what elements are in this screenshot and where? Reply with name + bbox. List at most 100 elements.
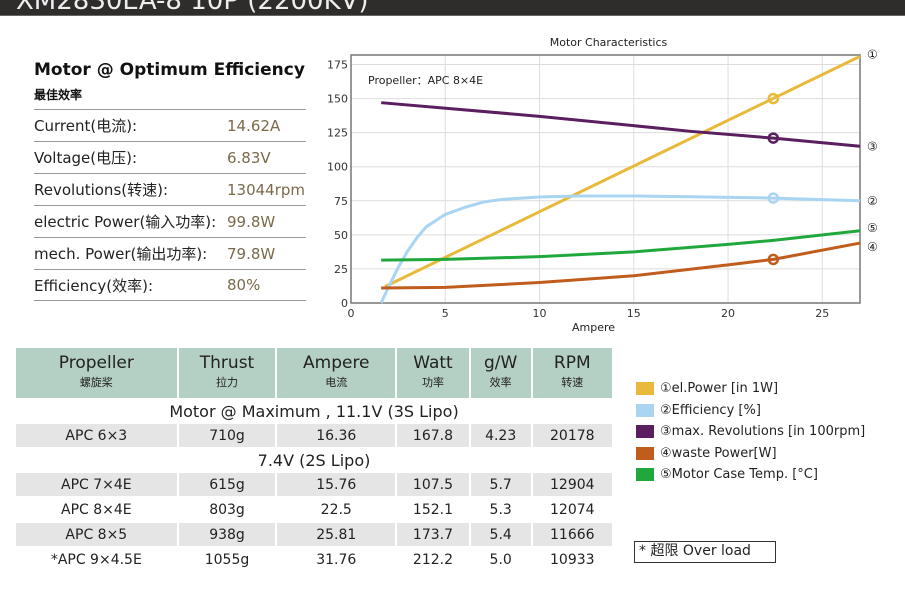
table-cell: 22.5 (275, 496, 398, 523)
chart-title: Motor Characteristics (550, 36, 668, 49)
legend-swatch (636, 382, 654, 396)
legend-item: ② Efficiency [%] (636, 400, 865, 422)
table-cell: 5.7 (468, 471, 533, 498)
optimum-value: 80% (227, 276, 261, 294)
table-cell: 615g (176, 471, 278, 498)
series-end-label: ④ (867, 240, 878, 254)
table-cell: 212.2 (395, 546, 471, 573)
chart-legend: ① el.Power [in 1W] ② Efficiency [%] ③ max. Re… (636, 378, 865, 486)
table-row: APC 7×4E 615g 15.76 107.5 5.7 12904 (14, 471, 615, 498)
column-header-cn: 转速 (561, 376, 584, 389)
column-header-cn: 功率 (421, 376, 444, 389)
y-tick-label: 150 (327, 93, 348, 106)
title-bar: XM2830EA-8 10P (2200KV) (0, 0, 905, 16)
legend-item: ③ max. Revolutions [in 100rpm] (636, 421, 865, 443)
table-row: APC 8×4E 803g 22.5 152.1 5.3 12074 (14, 496, 615, 523)
motor-title: XM2830EA-8 10P (2200KV) (16, 0, 369, 16)
plot-border (350, 54, 861, 304)
table-cell: 11666 (530, 521, 615, 548)
series-marker (767, 92, 780, 105)
legend-num: ③ (660, 424, 672, 440)
overload-note: * 超限 Over load (634, 541, 776, 563)
optimum-value: 99.8W (227, 212, 276, 231)
section-label: 7.4V (2S Lipo) (14, 447, 614, 473)
series-marker (767, 192, 780, 204)
legend-num: ④ (660, 445, 672, 461)
optimum-label: Current(电流): (34, 117, 138, 135)
series-marker (767, 253, 780, 266)
table-cell: 12074 (530, 496, 615, 523)
table-cell: 4.23 (468, 422, 533, 449)
x-tick-label: 5 (442, 307, 449, 320)
optimum-value: 14.62A (227, 116, 281, 135)
column-header: Ampere 电流 (275, 346, 398, 400)
legend-item: ⑤ Motor Case Temp. [°C] (636, 464, 865, 486)
column-header-en: Propeller (58, 353, 134, 373)
table-cell: 15.76 (275, 471, 398, 498)
x-tick-label: 0 (348, 307, 355, 320)
legend-swatch (636, 403, 654, 417)
x-tick-label: 15 (627, 307, 641, 320)
table-cell: 803g (176, 496, 278, 523)
table-cell: 5.4 (468, 521, 533, 548)
propeller-annotation: Propeller：APC 8×4E (368, 74, 483, 87)
table-cell: 10933 (530, 546, 615, 573)
legend-label: max. Revolutions [in 100rpm] (671, 424, 866, 440)
legend-num: ⑤ (660, 467, 672, 483)
optimum-label: Efficiency(效率): (34, 276, 154, 295)
legend-num: ② (660, 402, 672, 418)
legend-label: el.Power [in 1W] (671, 381, 779, 397)
optimum-value: 6.83V (227, 148, 271, 167)
column-header-cn: 效率 (489, 376, 512, 389)
column-header-en: g/W (484, 353, 518, 373)
column-header: RPM 转速 (530, 346, 615, 400)
table-cell: 16.36 (275, 422, 398, 449)
table-cell: 152.1 (395, 496, 471, 523)
optimum-subtitle: 最佳效率 (34, 88, 83, 102)
table-cell: 173.7 (395, 521, 471, 548)
series-end-label: ① (867, 47, 878, 61)
table-cell: *APC 9×4.5E (14, 546, 179, 573)
optimum-row: Revolutions(转速): 13044rpm (34, 173, 306, 205)
table-row: APC 6×3 710g 16.36 167.8 4.23 20178 (14, 422, 615, 449)
legend-label: waste Power[W] (671, 445, 777, 461)
table-cell: APC 8×4E (14, 496, 179, 523)
series-end-label: ③ (867, 139, 878, 153)
motor-characteristics-chart: 0 5 10 15 20 25 0 25 50 75 100 125 150 175 Motor Chara… (327, 36, 878, 334)
optimum-label: electric Power(输入功率): (34, 213, 217, 231)
column-header-cn: 螺旋桨 (79, 376, 113, 389)
column-header: Thrust 拉力 (176, 346, 278, 400)
optimum-efficiency-panel: Motor @ Optimum Efficiency 最佳效率 Current(… (34, 60, 306, 301)
optimum-label: mech. Power(输出功率): (34, 245, 208, 263)
optimum-value: 13044rpm (227, 180, 306, 199)
optimum-row: Voltage(电压): 6.83V (34, 141, 306, 173)
legend-label: Motor Case Temp. [°C] (671, 467, 818, 483)
legend-swatch (636, 425, 654, 439)
legend-item: ① el.Power [in 1W] (636, 378, 865, 400)
series-end-label: ② (867, 194, 878, 208)
y-tick-label: 50 (334, 229, 348, 242)
y-tick-label: 75 (334, 195, 348, 208)
x-tick-label: 10 (533, 307, 547, 320)
optimum-value: 79.8W (227, 244, 276, 263)
table-cell: 31.76 (275, 546, 398, 573)
section-row: 7.4V (2S Lipo) (14, 447, 614, 473)
table-cell: 938g (176, 521, 278, 548)
column-header-en: Ampere (303, 353, 370, 373)
legend-label: Efficiency [%] (671, 402, 761, 418)
y-tick-label: 25 (334, 263, 348, 276)
legend-num: ① (660, 381, 672, 397)
table-cell: 20178 (530, 422, 615, 449)
column-header: Propeller 螺旋桨 (14, 346, 179, 400)
table-cell: 1055g (176, 546, 278, 573)
table-row: APC 8×5 938g 25.81 173.7 5.4 11666 (14, 521, 615, 548)
y-tick-label: 100 (327, 161, 348, 174)
table-row: *APC 9×4.5E 1055g 31.76 212.2 5.0 10933 (14, 546, 615, 573)
series-line (381, 101, 861, 148)
x-tick-label: 25 (815, 307, 829, 320)
optimum-row: electric Power(输入功率): 99.8W (34, 205, 306, 237)
table-cell: APC 8×5 (14, 521, 179, 548)
table-cell: 107.5 (395, 471, 471, 498)
table-cell: 167.8 (395, 422, 471, 449)
series-line (384, 55, 861, 288)
